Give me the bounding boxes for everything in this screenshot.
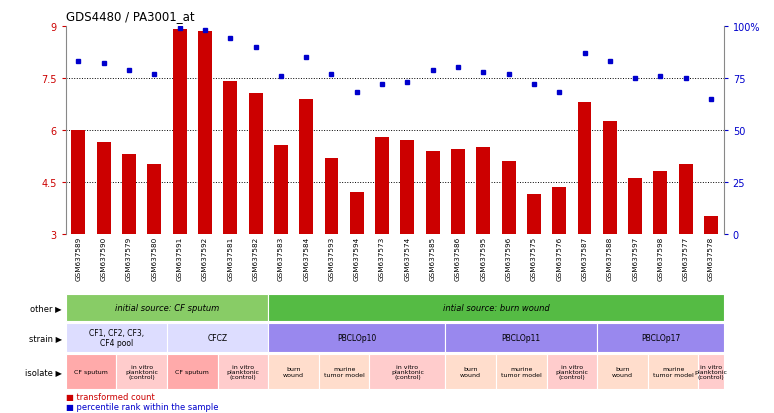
Bar <box>324 158 338 234</box>
Bar <box>224 82 237 234</box>
Text: PBCLOp17: PBCLOp17 <box>641 333 680 342</box>
Text: in vitro
planktonic
(control): in vitro planktonic (control) <box>556 364 588 380</box>
Text: GSM637573: GSM637573 <box>379 236 385 280</box>
Bar <box>476 148 490 234</box>
Text: other ▶: other ▶ <box>30 304 62 313</box>
Text: GSM637598: GSM637598 <box>657 236 663 280</box>
Text: GSM637590: GSM637590 <box>101 236 107 280</box>
Bar <box>400 141 414 234</box>
Bar <box>553 188 566 234</box>
Text: GSM637584: GSM637584 <box>303 236 309 280</box>
Text: murine
tumor model: murine tumor model <box>324 366 365 377</box>
Bar <box>451 150 465 234</box>
Text: GSM637592: GSM637592 <box>202 236 208 280</box>
Bar <box>319 354 369 389</box>
Bar <box>679 165 693 234</box>
Bar <box>217 354 269 389</box>
Text: strain ▶: strain ▶ <box>29 333 62 342</box>
Text: in vitro
planktonic
(control): in vitro planktonic (control) <box>227 364 259 380</box>
Bar <box>269 294 724 322</box>
Bar <box>698 354 724 389</box>
Text: CF1, CF2, CF3,
CF4 pool: CF1, CF2, CF3, CF4 pool <box>89 328 144 347</box>
Bar <box>66 323 167 353</box>
Text: in vitro
planktonic
(control): in vitro planktonic (control) <box>391 364 424 380</box>
Bar <box>269 323 445 353</box>
Text: GSM637576: GSM637576 <box>557 236 562 280</box>
Bar <box>147 165 161 234</box>
Bar <box>496 354 546 389</box>
Text: GSM637588: GSM637588 <box>607 236 613 280</box>
Text: GSM637597: GSM637597 <box>632 236 638 280</box>
Text: GSM637587: GSM637587 <box>581 236 587 280</box>
Text: burn
wound: burn wound <box>612 366 633 377</box>
Text: GSM637596: GSM637596 <box>505 236 512 280</box>
Bar <box>426 151 440 234</box>
Bar <box>653 172 667 234</box>
Text: CF sputum: CF sputum <box>74 369 108 374</box>
Text: ■ percentile rank within the sample: ■ percentile rank within the sample <box>66 402 218 411</box>
Text: GSM637595: GSM637595 <box>481 236 486 280</box>
Text: PBCLOp11: PBCLOp11 <box>502 333 541 342</box>
Text: GSM637579: GSM637579 <box>126 236 132 280</box>
Text: in vitro
planktonic
(control): in vitro planktonic (control) <box>125 364 158 380</box>
Bar <box>603 122 617 234</box>
Text: GSM637586: GSM637586 <box>455 236 461 280</box>
Text: GSM637585: GSM637585 <box>430 236 436 280</box>
Text: CFCZ: CFCZ <box>207 333 228 342</box>
Text: GSM637575: GSM637575 <box>531 236 537 280</box>
Bar <box>300 100 313 234</box>
Text: CF sputum: CF sputum <box>176 369 209 374</box>
Bar <box>66 354 116 389</box>
Bar <box>167 323 269 353</box>
Text: GSM637580: GSM637580 <box>152 236 157 280</box>
Text: GSM637583: GSM637583 <box>278 236 284 280</box>
Bar <box>546 354 598 389</box>
Bar <box>369 354 445 389</box>
Bar <box>350 193 364 234</box>
Bar <box>598 354 648 389</box>
Text: GSM637582: GSM637582 <box>252 236 259 280</box>
Bar <box>198 32 212 234</box>
Bar <box>116 354 167 389</box>
Text: burn
wound: burn wound <box>461 366 481 377</box>
Bar <box>122 155 136 234</box>
Text: GSM637581: GSM637581 <box>228 236 233 280</box>
Text: murine
tumor model: murine tumor model <box>501 366 542 377</box>
Text: GSM637578: GSM637578 <box>708 236 714 280</box>
Text: burn
wound: burn wound <box>283 366 304 377</box>
Bar <box>269 354 319 389</box>
Text: GSM637591: GSM637591 <box>176 236 183 280</box>
Text: GDS4480 / PA3001_at: GDS4480 / PA3001_at <box>66 10 194 23</box>
Text: intial source: burn wound: intial source: burn wound <box>443 304 550 313</box>
Text: GSM637574: GSM637574 <box>404 236 410 280</box>
Bar <box>577 103 591 234</box>
Bar <box>66 294 269 322</box>
Text: GSM637577: GSM637577 <box>683 236 689 280</box>
Text: in vitro
planktonic
(control): in vitro planktonic (control) <box>694 364 728 380</box>
Text: GSM637593: GSM637593 <box>328 236 334 280</box>
Bar <box>598 323 724 353</box>
Bar <box>628 179 642 234</box>
Bar <box>274 146 288 234</box>
Text: murine
tumor model: murine tumor model <box>652 366 694 377</box>
Bar <box>648 354 698 389</box>
Text: GSM637594: GSM637594 <box>354 236 360 280</box>
Bar <box>445 354 496 389</box>
Bar <box>445 323 598 353</box>
Bar <box>71 131 85 234</box>
Text: ■ transformed count: ■ transformed count <box>66 392 155 401</box>
Bar <box>502 161 515 234</box>
Bar <box>167 354 217 389</box>
Bar <box>97 142 111 234</box>
Bar <box>248 94 262 234</box>
Text: PBCLOp10: PBCLOp10 <box>337 333 376 342</box>
Text: isolate ▶: isolate ▶ <box>25 367 62 376</box>
Bar <box>527 195 541 234</box>
Text: GSM637589: GSM637589 <box>75 236 81 280</box>
Text: initial source: CF sputum: initial source: CF sputum <box>115 304 219 313</box>
Bar <box>173 30 187 234</box>
Bar <box>704 217 718 234</box>
Bar <box>375 138 389 234</box>
